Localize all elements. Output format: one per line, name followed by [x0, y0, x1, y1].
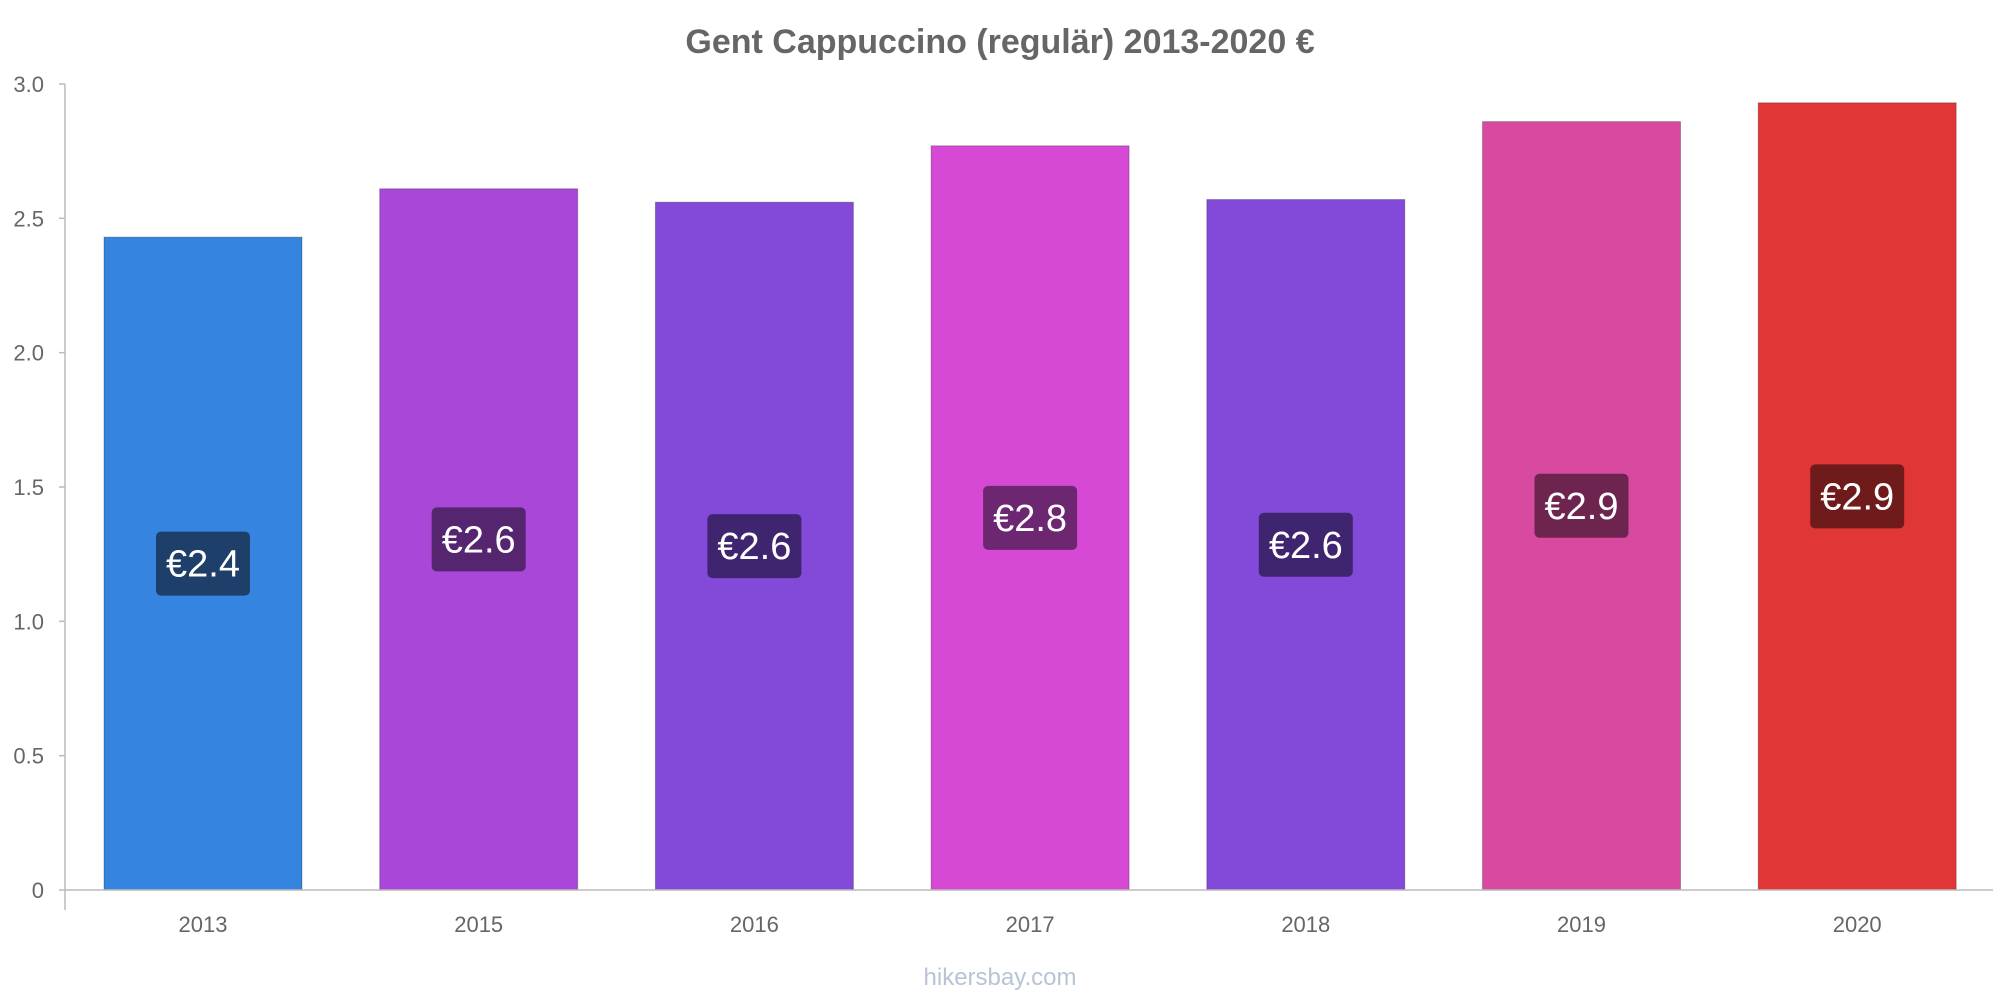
chart-title: Gent Cappuccino (regulär) 2013-2020 €: [685, 23, 1314, 61]
value-label-box: [707, 514, 802, 579]
x-tick-label: 2019: [1557, 912, 1606, 937]
value-label: €2.4: [166, 544, 240, 586]
value-label: €2.9: [1545, 486, 1619, 528]
y-tick-label: 1.5: [13, 475, 44, 500]
value-label: €2.8: [993, 498, 1067, 540]
y-tick-label: 3.0: [13, 72, 44, 97]
y-tick-label: 2.5: [13, 206, 44, 231]
value-label-box: [1258, 512, 1353, 577]
x-tick-label: 2018: [1281, 912, 1330, 937]
y-tick-label: 1.0: [13, 609, 44, 634]
value-label: €2.6: [717, 526, 791, 568]
x-axis: 2013 2015 2016 2017 2018 2019 2020: [65, 889, 1993, 937]
x-tick-label: 2017: [1006, 912, 1055, 937]
x-tick-label: 2015: [454, 912, 503, 937]
x-tick-label: 2020: [1833, 912, 1882, 937]
value-label-box: [1810, 464, 1905, 529]
value-label-box: [983, 485, 1078, 550]
value-label-box: [1534, 473, 1629, 538]
y-tick-label: 0.5: [13, 744, 44, 769]
x-tick-label: 2013: [179, 912, 228, 937]
value-label-box: [431, 507, 526, 572]
y-tick-label: 0: [32, 878, 44, 903]
y-tick-label: 2.0: [13, 341, 44, 366]
x-tick-label: 2016: [730, 912, 779, 937]
bars-group: €2.4 €2.6 €2.6 €2.8 €2.6 €2.9 €2.9: [103, 102, 1957, 891]
value-label-box: [156, 531, 250, 596]
value-label: €2.9: [1820, 476, 1894, 518]
source-watermark: hikersbay.com: [924, 964, 1077, 991]
value-label: €2.6: [1269, 525, 1343, 567]
value-label: €2.6: [442, 519, 516, 561]
y-axis: 0 0.5 1.0 1.5 2.0 2.5 3.0: [13, 72, 66, 910]
